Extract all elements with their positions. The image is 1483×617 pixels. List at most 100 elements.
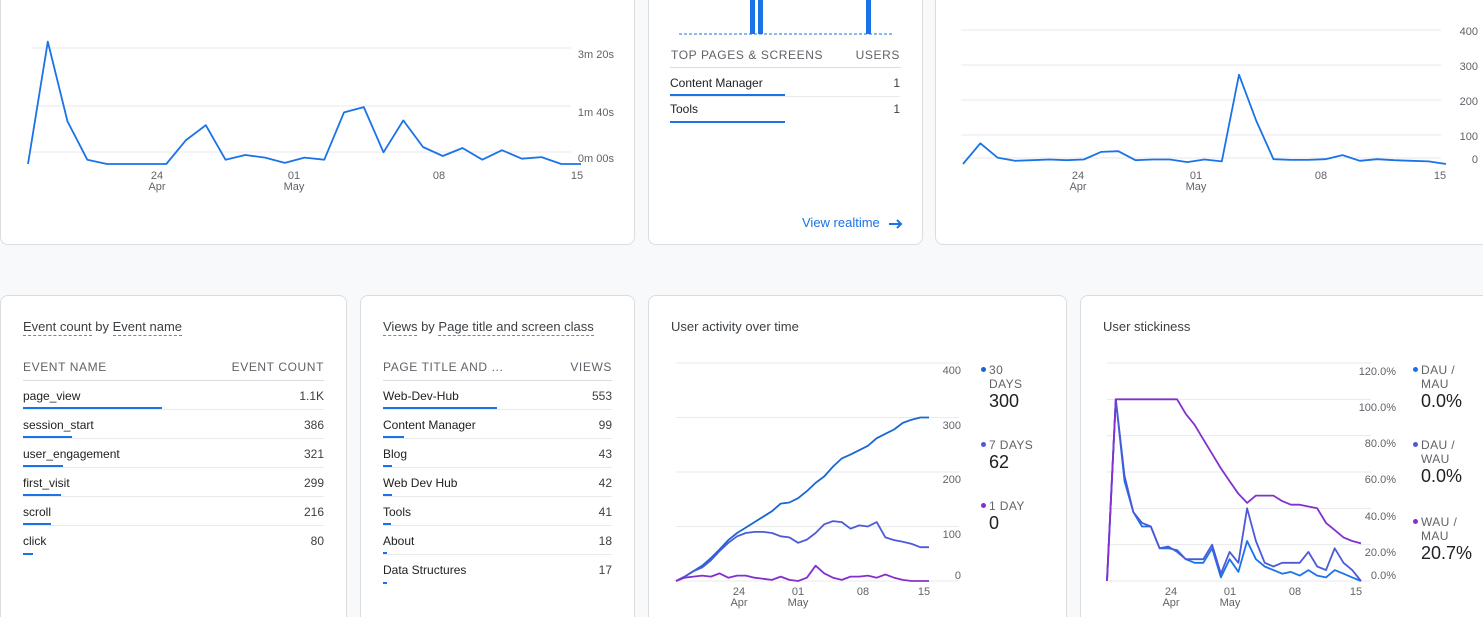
user-stickiness-card: User stickiness 24 Apr 01 May 08 15 DAU / MAU 0… <box>1080 295 1483 617</box>
y-tick-label: 0.0% <box>1371 570 1396 582</box>
table-row[interactable]: About 18 <box>383 526 612 555</box>
y-tick-label: 100.0% <box>1359 402 1397 414</box>
y-axis: 120.0% 100.0% 80.0% 60.0% 40.0% 20.0% 0.0% <box>1359 366 1397 582</box>
event-col-count: EVENT COUNT <box>231 360 324 374</box>
legend-value: 0 <box>989 513 1000 533</box>
legend-label-line2: MAU <box>1421 529 1449 543</box>
row-value: 41 <box>598 505 612 519</box>
engagement-card: 3m 20s 1m 40s 0m 00s 24 Apr 01 May 08 15 <box>0 0 635 245</box>
row-label: session_start <box>23 418 94 432</box>
table-row[interactable]: Content Manager 99 <box>383 410 612 439</box>
row-bar <box>383 465 392 467</box>
x-tick-label: 08 <box>1315 170 1327 182</box>
table-row[interactable]: Web Dev Hub 42 <box>383 468 612 497</box>
table-row[interactable]: page_view 1.1K <box>23 381 324 410</box>
x-tick-label: 08 <box>1289 586 1301 598</box>
realtime-row-label: Tools <box>670 102 699 116</box>
series-line-30-days <box>675 416 929 582</box>
legend-label: 1 DAY <box>989 499 1025 513</box>
realtime-row[interactable]: Tools 1 <box>670 94 900 123</box>
view-realtime-link[interactable]: View realtime <box>802 215 904 230</box>
x-tick-month: May <box>1186 181 1207 193</box>
legend-value: 20.7% <box>1421 543 1473 563</box>
x-tick-label: 01 <box>288 170 300 182</box>
y-tick-label: 400 <box>1460 26 1478 38</box>
x-tick-label: 24 <box>1072 170 1084 182</box>
x-tick-label: 01 <box>792 586 804 598</box>
row-value: 1.1K <box>299 389 324 403</box>
table-row[interactable]: Web-Dev-Hub 553 <box>383 381 612 410</box>
realtime-col-value: USERS <box>855 48 900 62</box>
y-tick-label: 80.0% <box>1365 438 1396 450</box>
row-label: scroll <box>23 505 52 519</box>
realtime-bar <box>866 0 871 34</box>
y-tick-label: 0m 00s <box>578 153 615 165</box>
y-tick-label: 100 <box>943 529 961 541</box>
row-value: 80 <box>310 534 324 548</box>
table-row[interactable]: first_visit 299 <box>23 468 324 497</box>
y-tick-label: 120.0% <box>1359 366 1397 378</box>
event-header-divider <box>23 380 324 381</box>
row-value: 216 <box>303 505 324 519</box>
legend-dot <box>981 367 986 372</box>
x-tick-label: 15 <box>571 170 583 182</box>
title-by: by <box>417 319 439 334</box>
y-tick-label: 200 <box>1460 96 1478 108</box>
x-tick-month: May <box>1220 597 1241 609</box>
x-tick-label: 15 <box>918 586 930 598</box>
legend-value: 0.0% <box>1421 391 1463 411</box>
row-bar <box>383 582 387 584</box>
x-tick-month: Apr <box>148 181 165 193</box>
legend-item: 1 DAY 0 <box>981 499 1025 533</box>
x-tick-month: May <box>284 181 305 193</box>
legend-label: DAU / <box>1421 438 1456 452</box>
y-tick-label: 1m 40s <box>578 107 615 119</box>
x-tick-label: 08 <box>433 170 445 182</box>
row-label: Data Structures <box>383 563 467 577</box>
legend-label: WAU / <box>1421 515 1458 529</box>
table-row[interactable]: Tools 41 <box>383 497 612 526</box>
realtime-row-label: Content Manager <box>670 76 763 90</box>
row-bar <box>383 407 497 409</box>
metric-selector[interactable]: Views <box>383 319 418 336</box>
legend-dot <box>1413 519 1418 524</box>
y-tick-label: 0 <box>955 570 961 582</box>
y-tick-label: 300 <box>1460 61 1478 73</box>
realtime-col-label: TOP PAGES & SCREENS <box>671 48 824 62</box>
table-row[interactable]: session_start 386 <box>23 410 324 439</box>
legend-dot <box>981 442 986 447</box>
row-label: Web Dev Hub <box>383 476 458 490</box>
views-title: Views by Page title and screen class <box>383 319 594 336</box>
row-bar <box>23 494 61 496</box>
realtime-row-bar <box>670 121 785 123</box>
realtime-row-value: 1 <box>893 102 900 116</box>
legend-dot <box>981 503 986 508</box>
views-col-title: PAGE TITLE AND ... <box>383 360 504 374</box>
table-row[interactable]: user_engagement 321 <box>23 439 324 468</box>
dimension-selector[interactable]: Page title and screen class <box>438 319 594 336</box>
realtime-row-value: 1 <box>893 76 900 90</box>
view-realtime-label: View realtime <box>802 215 880 230</box>
table-row[interactable]: Blog 43 <box>383 439 612 468</box>
x-tick-label: 24 <box>733 586 745 598</box>
y-tick-label: 3m 20s <box>578 49 615 61</box>
x-tick-month: Apr <box>730 597 747 609</box>
legend-item: DAU / WAU 0.0% <box>1413 438 1462 485</box>
row-bar <box>23 523 51 525</box>
row-label: About <box>383 534 415 548</box>
dimension-selector[interactable]: Event name <box>112 319 182 336</box>
legend-label: DAU / <box>1421 363 1456 377</box>
realtime-row[interactable]: Content Manager 1 <box>670 68 900 97</box>
legend-item: 7 DAYS 62 <box>981 438 1033 471</box>
legend-label: 30 <box>989 363 1004 377</box>
series-line-1-day <box>675 564 929 582</box>
table-row[interactable]: click 80 <box>23 526 324 555</box>
table-row[interactable]: Data Structures 17 <box>383 555 612 584</box>
table-row[interactable]: scroll 216 <box>23 497 324 526</box>
x-tick-label: 15 <box>1434 170 1446 182</box>
y-tick-label: 100 <box>1460 131 1478 143</box>
row-label: click <box>23 534 47 548</box>
metric-selector[interactable]: Event count <box>23 319 92 336</box>
